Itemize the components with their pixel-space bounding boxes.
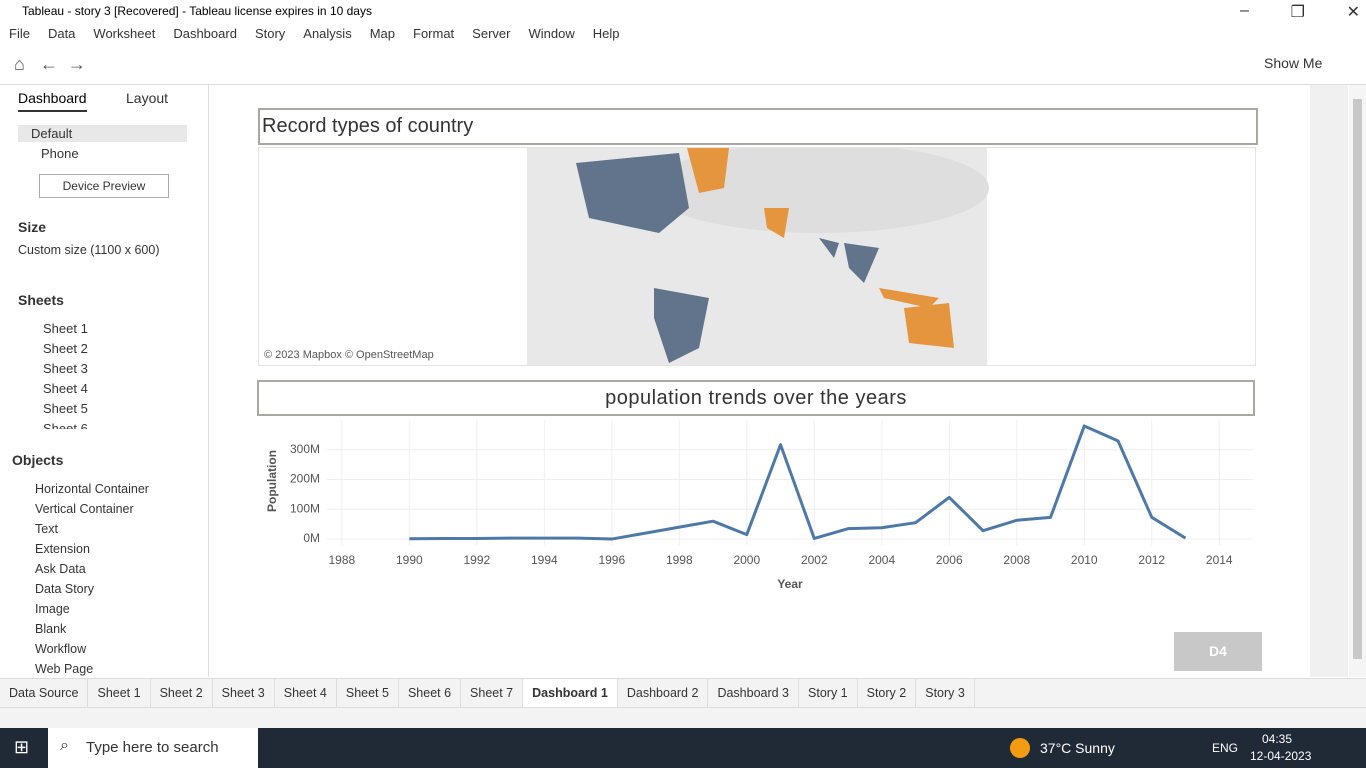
x-tick-label: 1992 xyxy=(463,553,490,567)
window-controls[interactable]: – ❐ ✕ xyxy=(1240,2,1360,21)
weather: 37°C Sunny xyxy=(1040,740,1115,756)
x-tick-label: 2012 xyxy=(1138,553,1165,567)
x-tick-label: 2004 xyxy=(868,553,895,567)
sheet-tab[interactable]: Sheet 6 xyxy=(399,679,462,707)
menu-item[interactable]: Dashboard xyxy=(173,25,237,41)
search-box[interactable]: Type here to search xyxy=(86,739,219,756)
sheet-tab[interactable]: Sheet 1 xyxy=(88,679,151,707)
x-tick-label: 2008 xyxy=(1003,553,1030,567)
device-option[interactable]: Phone xyxy=(41,146,79,161)
x-tick-label: 2014 xyxy=(1206,553,1233,567)
x-axis-title: Year xyxy=(777,577,803,591)
menu-item[interactable]: Help xyxy=(592,25,620,41)
sheet-item[interactable]: Sheet 3 xyxy=(43,361,88,376)
sheet-tab[interactable]: Dashboard 2 xyxy=(618,679,709,707)
x-tick-label: 1998 xyxy=(666,553,693,567)
x-tick-label: 1994 xyxy=(531,553,558,567)
sheet-item[interactable]: Sheet 5 xyxy=(43,401,88,416)
object-item[interactable]: Horizontal Container xyxy=(35,482,149,496)
chart-title: population trends over the years xyxy=(257,380,1255,416)
object-item[interactable]: Data Story xyxy=(35,582,95,596)
x-tick-label: 2006 xyxy=(936,553,963,567)
sheet-item[interactable]: Sheet 4 xyxy=(43,381,88,396)
object-item[interactable]: Workflow xyxy=(35,642,87,656)
object-item[interactable]: Text xyxy=(35,522,58,536)
map-graphic xyxy=(527,148,989,365)
object-item[interactable]: Image xyxy=(35,602,70,616)
sheet-tab[interactable]: Sheet 5 xyxy=(337,679,399,707)
sheet-list: Sheet 1 Sheet 2 Sheet 3 Sheet 4 Sheet 5 Sheet… xyxy=(0,319,192,429)
sheet-item[interactable]: Sheet 1 xyxy=(43,321,88,336)
section-heading: Sheets xyxy=(18,292,64,308)
size-dropdown[interactable]: Custom size (1100 x 600) xyxy=(18,243,160,257)
y-tick-label: 200M xyxy=(290,472,320,486)
sheet-tab[interactable]: Story 2 xyxy=(858,679,917,707)
sheet-tab[interactable]: Story 1 xyxy=(799,679,858,707)
x-tick-label: 1990 xyxy=(396,553,423,567)
x-tick-label: 2002 xyxy=(801,553,828,567)
canvas-margin xyxy=(1310,85,1348,677)
y-axis-title: Population xyxy=(265,450,279,512)
scrollbar xyxy=(1349,85,1366,677)
menu-item[interactable]: Worksheet xyxy=(93,25,156,41)
clock-date: 12-04-2023 xyxy=(1250,749,1312,763)
object-item[interactable]: Ask Data xyxy=(35,562,86,576)
window-title: Tableau - story 3 [Recovered] - Tableau … xyxy=(22,4,372,18)
menu-item[interactable]: Data xyxy=(47,25,76,41)
device-preview-button[interactable]: Device Preview xyxy=(39,174,169,198)
map: © 2023 Mapbox © OpenStreetMap xyxy=(258,147,1256,366)
sheet-tab[interactable]: Story 3 xyxy=(916,679,975,707)
sheet-tab[interactable]: Sheet 2 xyxy=(151,679,213,707)
clock-time: 04:35 xyxy=(1262,732,1293,746)
menu-item[interactable]: Format xyxy=(413,25,455,41)
side-panel: Dashboard Layout Default Phone Device Previe… xyxy=(0,85,209,677)
section-heading: Objects xyxy=(12,452,64,468)
sheet-tab[interactable]: Sheet 3 xyxy=(213,679,275,707)
language: ENG xyxy=(1212,741,1239,755)
menu-item[interactable]: Analysis xyxy=(303,25,352,41)
toolbar: ⌂ ← → Show Me xyxy=(0,44,1366,85)
x-tick-label: 1988 xyxy=(328,553,355,567)
y-tick-label: 300M xyxy=(290,442,320,456)
device-option[interactable]: Default xyxy=(18,125,187,142)
sheet-tab[interactable]: Sheet 7 xyxy=(461,679,524,707)
object-item[interactable]: Vertical Container xyxy=(35,502,134,516)
panel-tab[interactable]: Dashboard xyxy=(18,90,87,112)
object-item[interactable]: Web Page xyxy=(35,662,94,676)
panel-tab[interactable]: Layout xyxy=(126,90,169,106)
sheet-tab[interactable]: Dashboard 3 xyxy=(708,679,800,707)
d4-button[interactable]: D4 xyxy=(1174,632,1262,671)
map-title: Record types of country xyxy=(258,108,1258,145)
menu-item[interactable]: Story xyxy=(254,25,286,41)
sheet-item[interactable]: Sheet 6 xyxy=(43,421,88,429)
show-me[interactable]: Show Me xyxy=(1264,55,1323,71)
menu-item[interactable]: File xyxy=(9,25,30,41)
taskbar: ⊞ Type here to search ⌕ 37°C Sunny ENG 04… xyxy=(0,728,1366,768)
status-bar xyxy=(0,707,1366,729)
x-tick-label: 2010 xyxy=(1071,553,1098,567)
menu-item[interactable]: Map xyxy=(369,25,395,41)
line-series xyxy=(409,424,1187,541)
sheet-tab[interactable]: Sheet 4 xyxy=(275,679,337,707)
y-tick-label: 0M xyxy=(303,531,320,545)
object-item[interactable]: Blank xyxy=(35,622,67,636)
menu-bar: File Data Worksheet Dashboard Story Analysis M… xyxy=(0,22,628,44)
x-tick-label: 1996 xyxy=(598,553,625,567)
x-tick-label: 2000 xyxy=(733,553,760,567)
y-tick-label: 100M xyxy=(290,501,320,515)
sheet-tab[interactable]: Data Source xyxy=(0,679,89,707)
menu-item[interactable]: Server xyxy=(472,25,511,41)
section-heading: Size xyxy=(18,219,47,235)
menu-item[interactable]: Window xyxy=(528,25,575,41)
object-item[interactable]: Extension xyxy=(35,542,90,556)
sheet-tab[interactable]: Dashboard 1 xyxy=(523,679,618,707)
sheet-item[interactable]: Sheet 2 xyxy=(43,341,88,356)
line-chart: Population Year 1988 1990 1992 1994 1996 1998… xyxy=(265,420,1253,591)
map-credit: © 2023 Mapbox © OpenStreetMap xyxy=(264,349,434,361)
